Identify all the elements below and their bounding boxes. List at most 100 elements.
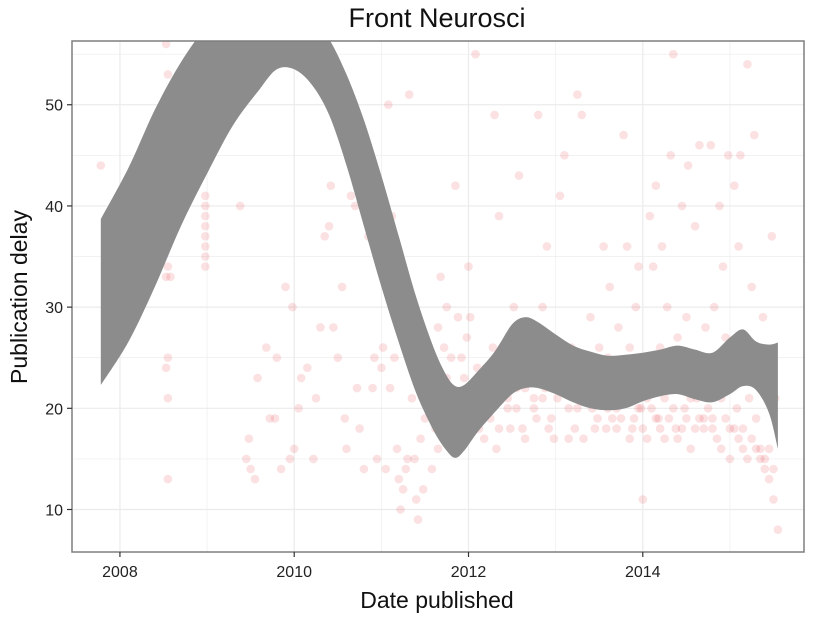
data-point [564, 404, 573, 413]
data-point [701, 323, 710, 332]
data-point [664, 414, 674, 423]
data-point [547, 414, 556, 423]
data-point [673, 333, 682, 342]
data-point [512, 404, 521, 413]
scatter-points [96, 41, 783, 534]
data-point [442, 302, 452, 312]
data-point [289, 444, 299, 454]
data-point [725, 424, 735, 433]
data-point [396, 505, 405, 514]
data-point [163, 474, 173, 484]
data-point [464, 262, 473, 271]
x-tick-label: 2014 [625, 564, 661, 581]
data-point [436, 272, 445, 282]
data-point [677, 201, 687, 211]
data-point [747, 434, 756, 444]
y-tick-label: 30 [45, 300, 63, 317]
data-point [201, 252, 210, 261]
x-tick-label: 2008 [102, 564, 138, 581]
data-point [709, 302, 719, 312]
data-point [390, 353, 399, 363]
data-point [538, 302, 547, 312]
data-point [638, 495, 648, 504]
data-point [695, 414, 704, 423]
data-point [666, 151, 675, 160]
data-point [750, 130, 759, 140]
data-point [654, 414, 663, 423]
data-point [594, 343, 604, 352]
data-point [642, 434, 652, 444]
data-point [250, 474, 260, 484]
data-point [201, 242, 210, 251]
data-point [385, 383, 395, 393]
data-point [690, 424, 700, 433]
data-point [451, 181, 460, 190]
data-point [201, 211, 210, 221]
data-point [326, 181, 336, 190]
data-point [352, 383, 362, 393]
data-point [411, 495, 421, 504]
data-point [446, 353, 456, 363]
data-point [686, 444, 695, 454]
data-point [605, 282, 614, 292]
data-point [265, 414, 275, 423]
data-point [683, 161, 693, 170]
data-point [163, 262, 173, 271]
data-point [404, 90, 414, 99]
data-point [744, 393, 754, 403]
data-point [479, 434, 489, 444]
data-point [636, 404, 646, 413]
data-point [682, 414, 691, 423]
data-point [544, 424, 553, 433]
data-point [573, 404, 582, 413]
data-point [161, 363, 171, 373]
data-point [368, 383, 377, 393]
data-point [573, 90, 582, 99]
data-point [459, 373, 469, 383]
data-point [372, 454, 382, 464]
data-point [660, 434, 669, 444]
data-point [384, 100, 393, 109]
y-axis-ticks: 10 20 30 40 50 [45, 98, 72, 520]
data-point [718, 262, 728, 271]
data-point [311, 393, 321, 403]
data-point [651, 414, 661, 423]
data-point [418, 485, 428, 494]
data-point [579, 434, 588, 444]
data-point [577, 110, 587, 120]
data-point [647, 404, 656, 413]
data-point [625, 434, 634, 444]
data-point [760, 464, 770, 474]
data-point [769, 495, 778, 504]
confidence-ribbon [100, 41, 778, 458]
data-point [163, 393, 173, 403]
x-tick-label: 2012 [451, 564, 487, 581]
data-point [398, 485, 408, 494]
data-point [378, 343, 388, 352]
data-point [201, 201, 210, 211]
data-point [736, 151, 745, 160]
data-point [723, 151, 733, 160]
data-point [235, 201, 245, 211]
data-point [662, 302, 672, 312]
data-point [320, 232, 330, 241]
data-point [324, 221, 334, 231]
data-point [730, 181, 739, 190]
data-point [648, 262, 658, 271]
data-point [161, 41, 171, 49]
data-point [738, 444, 748, 454]
data-point [392, 444, 402, 454]
data-point [690, 221, 700, 231]
data-point [471, 49, 480, 59]
data-point [316, 323, 325, 332]
data-point [350, 201, 360, 211]
panel-border [71, 40, 805, 553]
data-point [529, 393, 539, 403]
data-point [725, 454, 735, 464]
data-point [712, 434, 722, 444]
chart-title: Front Neurosci [348, 3, 525, 33]
data-point [716, 444, 726, 454]
data-point [166, 272, 175, 282]
data-point [560, 151, 569, 160]
y-tick-label: 50 [45, 98, 63, 115]
